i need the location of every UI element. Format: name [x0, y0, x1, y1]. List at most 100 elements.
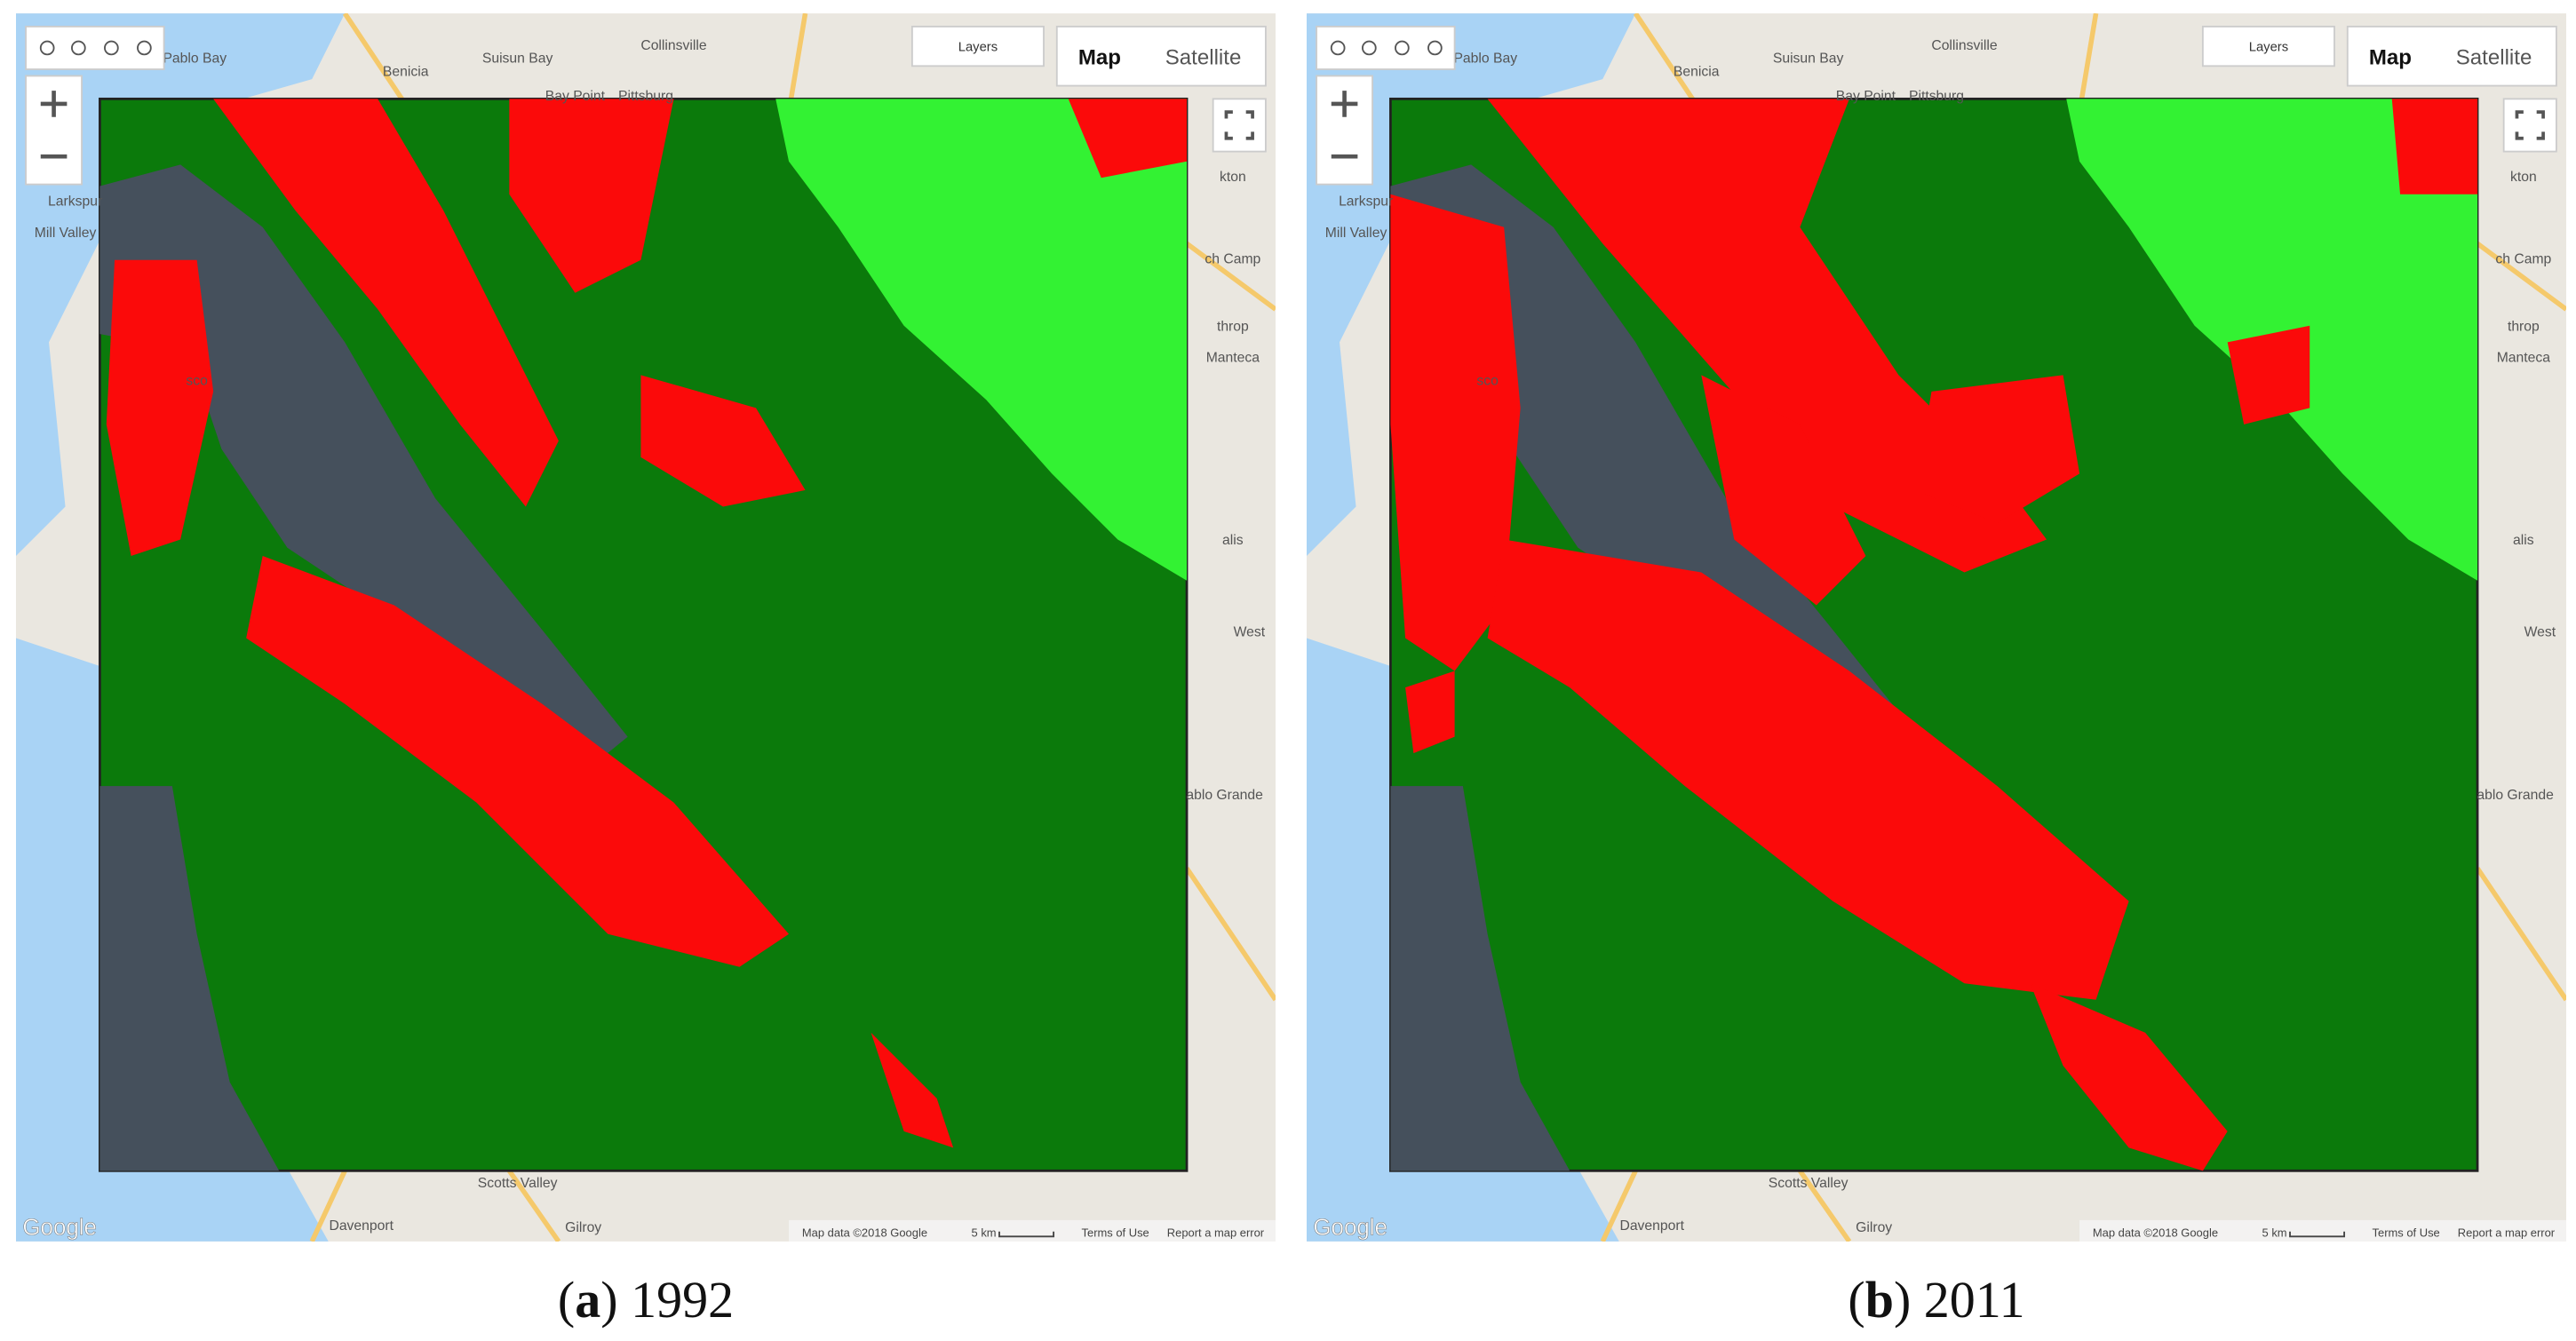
urban-class	[213, 99, 559, 507]
google-logo: Google	[1313, 1216, 1387, 1241]
map-button[interactable]: Map	[1078, 45, 1121, 69]
water	[16, 13, 346, 556]
place-label: ch Camp	[1205, 251, 1260, 266]
drawing-toolbar[interactable]	[25, 25, 165, 70]
attribution-bar	[2079, 1219, 2566, 1242]
terms-link[interactable]: Terms of Use	[1082, 1226, 1149, 1239]
report-link[interactable]: Report a map error	[2458, 1226, 2556, 1239]
layers-button[interactable]	[2201, 25, 2335, 67]
place-label: throp	[2508, 319, 2540, 334]
caption-year: 1992	[631, 1271, 735, 1329]
tool-icon[interactable]	[39, 40, 55, 56]
place-label: kton	[1220, 170, 1246, 185]
urban-class	[2227, 325, 2310, 425]
place-label: throp	[1217, 319, 1249, 334]
urban-class	[1701, 375, 1866, 606]
place-label: Manteca	[2497, 351, 2551, 366]
map-type-control	[1055, 25, 1267, 87]
tool-icon[interactable]	[71, 40, 86, 56]
water-class	[1390, 786, 1570, 1171]
water	[1307, 13, 1636, 556]
caption-letter: b	[1864, 1271, 1894, 1329]
report-link[interactable]: Report a map error	[1167, 1226, 1265, 1239]
urban-class	[1068, 99, 1188, 179]
place-label: Collinsville	[640, 38, 707, 53]
fullscreen-button[interactable]	[2502, 98, 2557, 153]
attribution-bar	[789, 1219, 1276, 1242]
tool-icon[interactable]	[104, 40, 119, 56]
caption-paren: )	[1893, 1271, 1912, 1329]
satellite-button[interactable]: Satellite	[2456, 45, 2532, 69]
water-class	[99, 786, 280, 1171]
attribution: Map data ©2018 Google	[2093, 1226, 2218, 1239]
place-label: Gilroy	[565, 1220, 601, 1235]
caption-letter: a	[575, 1271, 601, 1329]
place-label: ablo Grande	[2477, 788, 2554, 803]
place-label: sco	[186, 373, 208, 388]
urban-class	[2030, 983, 2228, 1171]
place-label: Suisun Bay	[1773, 52, 1844, 67]
zoom-in[interactable]	[40, 91, 68, 117]
tool-icon[interactable]	[1330, 40, 1346, 56]
caption-year: 2011	[1923, 1271, 2025, 1329]
place-label: Davenport	[329, 1218, 394, 1234]
place-label: Suisun Bay	[482, 52, 553, 67]
tool-icon[interactable]	[1362, 40, 1377, 56]
place-label: Davenport	[1619, 1218, 1684, 1234]
map-button[interactable]: Map	[2369, 45, 2412, 69]
urban-class	[509, 99, 674, 293]
layers-label: Layers	[958, 41, 998, 55]
urban-class	[1487, 539, 2129, 1000]
terms-link[interactable]: Terms of Use	[2373, 1226, 2440, 1239]
road	[1600, 13, 2566, 1242]
map-type-control	[2346, 25, 2557, 87]
water-class	[1390, 164, 1919, 774]
fullscreen-icon	[2515, 110, 2545, 140]
place-label: West	[2524, 625, 2556, 640]
urban-class	[640, 375, 806, 507]
road	[309, 13, 1276, 1242]
place-label: sco	[1476, 373, 1499, 388]
tool-icon[interactable]	[1395, 40, 1410, 56]
fullscreen-icon	[1224, 110, 1254, 140]
caption: (b) 2011	[1307, 1270, 2566, 1329]
google-logo: Google	[22, 1216, 97, 1241]
place-label: ch Camp	[2495, 251, 2551, 266]
scale-label: 5 km	[972, 1226, 997, 1239]
place-label: Mill Valley	[1325, 226, 1387, 241]
place-label: Gilroy	[1856, 1220, 1892, 1235]
zoom-in[interactable]	[1331, 91, 1358, 117]
scale-bar	[998, 1231, 1055, 1238]
place-label: Larkspur	[48, 194, 102, 210]
urban-class	[1914, 375, 2080, 523]
fullscreen-button[interactable]	[1212, 98, 1267, 153]
cropland-class	[775, 99, 1188, 581]
tool-icon[interactable]	[1427, 40, 1443, 56]
place-label: Benicia	[383, 64, 429, 79]
place-label: ablo Grande	[1186, 788, 1263, 803]
place-label: Benicia	[1674, 64, 1720, 79]
urban-class	[1487, 99, 2047, 573]
caption-paren: )	[600, 1271, 618, 1329]
caption: (a) 1992	[16, 1270, 1276, 1329]
place-label: Manteca	[1206, 351, 1260, 366]
place-label: kton	[2510, 170, 2537, 185]
place-label: Pittsburg	[618, 89, 673, 104]
scale-bar	[2289, 1231, 2346, 1238]
urban-class	[106, 259, 214, 556]
place-label: Pittsburg	[1909, 89, 1964, 104]
water-class	[99, 164, 628, 774]
scale-label: 5 km	[2262, 1226, 2287, 1239]
place-label: Scotts Valley	[1769, 1176, 1849, 1191]
place-label: Scotts Valley	[478, 1176, 558, 1191]
urban-class	[871, 1032, 954, 1148]
place-label: Collinsville	[1931, 38, 1998, 53]
tool-icon[interactable]	[137, 40, 152, 56]
layers-button[interactable]	[910, 25, 1045, 67]
place-label: alis	[2513, 533, 2534, 548]
satellite-button[interactable]: Satellite	[1165, 45, 1242, 69]
drawing-toolbar[interactable]	[1316, 25, 1456, 70]
caption-paren: (	[1848, 1271, 1865, 1329]
